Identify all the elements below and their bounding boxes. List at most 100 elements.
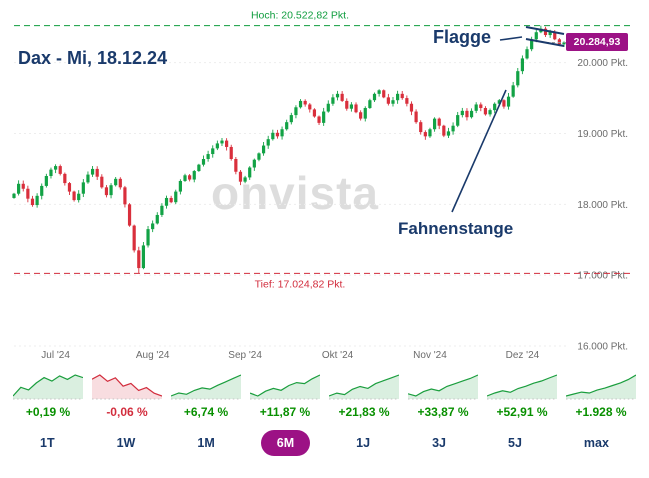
sparkline-1j	[329, 374, 399, 400]
flag-lower-line	[525, 38, 565, 47]
x-axis-label: Nov '24	[413, 350, 447, 361]
candle	[530, 39, 534, 50]
candle	[123, 187, 127, 205]
tab-3j[interactable]: 3J	[432, 436, 446, 450]
sparkline-max	[566, 374, 636, 400]
candle	[151, 223, 155, 230]
candle	[146, 229, 150, 246]
period-change-5j: +52,91 %	[496, 405, 548, 419]
candle	[534, 32, 538, 40]
tab-1w[interactable]: 1W	[116, 436, 136, 450]
candle	[493, 103, 497, 111]
candle	[557, 39, 561, 45]
candle	[104, 187, 109, 196]
sparkline-path	[566, 374, 636, 397]
sparkline-area	[329, 375, 399, 399]
candle	[188, 175, 192, 180]
candle	[469, 110, 474, 118]
candle	[511, 85, 515, 97]
sparkline-path	[329, 374, 399, 397]
annotation-flagge: Flagge	[433, 27, 492, 47]
candle	[497, 100, 501, 104]
candle	[345, 100, 349, 109]
flagge-pointer-line	[499, 36, 523, 41]
tab-5j[interactable]: 5J	[508, 436, 522, 450]
candle	[183, 175, 187, 181]
candle	[211, 148, 215, 155]
candle	[363, 108, 367, 119]
candle	[215, 143, 219, 149]
candle	[30, 198, 35, 206]
period-change-1w: -0,06 %	[106, 405, 148, 419]
candle	[63, 173, 67, 184]
candle	[414, 111, 418, 123]
x-axis-label: Dez '24	[506, 350, 540, 361]
candle	[474, 104, 478, 111]
candle	[456, 115, 460, 126]
candle	[77, 193, 81, 201]
sparkline-area	[171, 375, 241, 399]
tab-1t[interactable]: 1T	[40, 436, 55, 450]
candle	[285, 122, 289, 130]
candle	[257, 153, 261, 160]
candle	[372, 93, 377, 101]
sparkline-1w	[92, 374, 162, 400]
mini-chart-3j[interactable]: +33,87 %	[408, 372, 478, 419]
mini-chart-1t[interactable]: +0,19 %	[13, 372, 83, 419]
candle	[35, 195, 39, 206]
candle	[502, 100, 506, 107]
candle	[405, 98, 409, 104]
mini-chart-1w[interactable]: -0,06 %	[92, 372, 162, 419]
sparkline-area	[487, 375, 557, 399]
candle	[21, 183, 25, 189]
candle	[326, 103, 330, 112]
candle	[109, 185, 113, 196]
x-axis-label: Jul '24	[41, 350, 70, 361]
candle	[423, 132, 427, 137]
candle	[118, 178, 122, 188]
tab-1m[interactable]: 1M	[197, 436, 215, 450]
mini-chart-1m[interactable]: +6,74 %	[171, 372, 241, 419]
candle	[294, 107, 298, 116]
y-axis-label: 17.000 Pkt.	[577, 271, 628, 282]
chart-title: Dax - Mi, 18.12.24	[18, 48, 168, 68]
candle	[248, 167, 252, 178]
sparkline-path	[92, 374, 162, 397]
candle	[137, 250, 141, 269]
candle	[479, 104, 483, 108]
period-change-1j: +21,83 %	[338, 405, 390, 419]
candle	[382, 90, 386, 98]
candle	[252, 159, 256, 168]
candle	[275, 132, 280, 137]
candle	[548, 31, 552, 36]
tab-1j[interactable]: 1J	[356, 436, 371, 450]
tab-6m[interactable]: 6M	[260, 430, 311, 456]
candle	[437, 118, 441, 126]
candle	[303, 100, 307, 105]
candle	[238, 171, 243, 182]
candle	[400, 93, 404, 99]
candle	[127, 204, 132, 226]
sparkline-5j	[487, 374, 557, 400]
sparkline-area	[566, 375, 636, 399]
candle	[391, 100, 395, 104]
candle	[520, 58, 525, 72]
main-candlestick-chart[interactable]: 20.000 Pkt. 19.000 Pkt. 18.000 Pkt. 17.000 …	[0, 0, 649, 366]
mini-chart-6m[interactable]: +11,87 %	[250, 372, 320, 419]
candle	[141, 245, 146, 269]
mini-chart-max[interactable]: +1.928 %	[566, 372, 636, 419]
sparkline-3j	[408, 374, 478, 400]
candle	[261, 145, 266, 154]
mini-chart-5j[interactable]: +52,91 %	[487, 372, 557, 419]
sparkline-path	[408, 374, 478, 397]
candle	[72, 191, 76, 201]
candle	[192, 171, 196, 180]
y-axis-label: 16.000 Pkt.	[577, 342, 628, 353]
mini-chart-1j[interactable]: +21,83 %	[329, 372, 399, 419]
candle	[483, 108, 488, 115]
candle	[243, 177, 247, 182]
tab-max[interactable]: max	[583, 436, 609, 450]
period-change-1t: +0,19 %	[25, 405, 71, 419]
candle	[488, 110, 492, 115]
candle	[12, 193, 16, 198]
